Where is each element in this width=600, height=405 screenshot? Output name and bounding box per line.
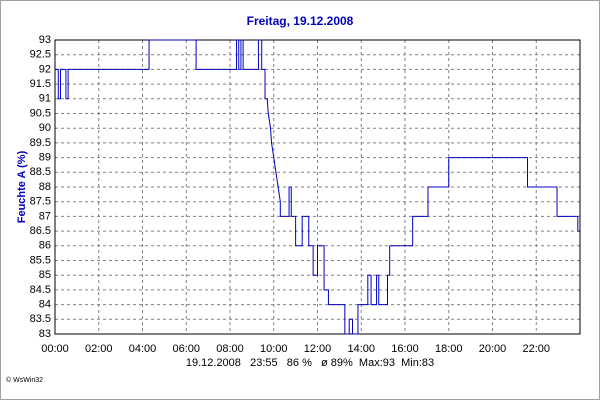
y-axis-label: Feuchte A (%) <box>16 150 28 223</box>
y-tick-label: 91 <box>39 93 51 105</box>
y-tick-label: 88.5 <box>30 166 51 178</box>
y-tick-label: 84.5 <box>30 284 51 296</box>
y-tick-label: 93 <box>39 34 51 46</box>
plot-border <box>54 39 581 335</box>
x-tick-label: 10:00 <box>260 343 288 355</box>
y-tick-label: 84 <box>39 299 51 311</box>
x-tick-label: 14:00 <box>347 343 375 355</box>
x-tick-label: 04:00 <box>129 343 157 355</box>
x-tick-label: 08:00 <box>216 343 244 355</box>
y-tick-label: 89 <box>39 152 51 164</box>
y-tick-label: 85 <box>39 269 51 281</box>
y-tick-label: 92 <box>39 63 51 75</box>
x-tick-label: 12:00 <box>304 343 332 355</box>
chart-title: Freitag, 19.12.2008 <box>247 14 354 28</box>
x-tick-label: 16:00 <box>391 343 419 355</box>
y-tick-label: 85.5 <box>30 254 51 266</box>
x-tick-label: 06:00 <box>172 343 200 355</box>
y-tick-label: 90 <box>39 122 51 134</box>
x-tick-label: 22:00 <box>522 343 550 355</box>
y-tick-label: 92.5 <box>30 49 51 61</box>
y-tick-label: 83 <box>39 328 51 340</box>
x-tick-label: 02:00 <box>85 343 113 355</box>
y-tick-label: 91.5 <box>30 78 51 90</box>
y-tick-label: 87 <box>39 210 51 222</box>
y-tick-label: 87.5 <box>30 196 51 208</box>
data-line <box>55 39 580 335</box>
y-tick-label: 83.5 <box>30 313 51 325</box>
y-tick-label: 88 <box>39 181 51 193</box>
y-tick-label: 89.5 <box>30 137 51 149</box>
y-tick-label: 90.5 <box>30 107 51 119</box>
x-tick-label: 00:00 <box>41 343 69 355</box>
y-tick-label: 86.5 <box>30 225 51 237</box>
x-tick-label: 18:00 <box>435 343 463 355</box>
y-tick-label: 86 <box>39 240 51 252</box>
credit: © WsWin32 <box>6 376 43 384</box>
footer: 19.12.2008 23:55 86 % ø 89% Max:93 Min:8… <box>186 357 434 369</box>
x-tick-label: 20:00 <box>479 343 507 355</box>
